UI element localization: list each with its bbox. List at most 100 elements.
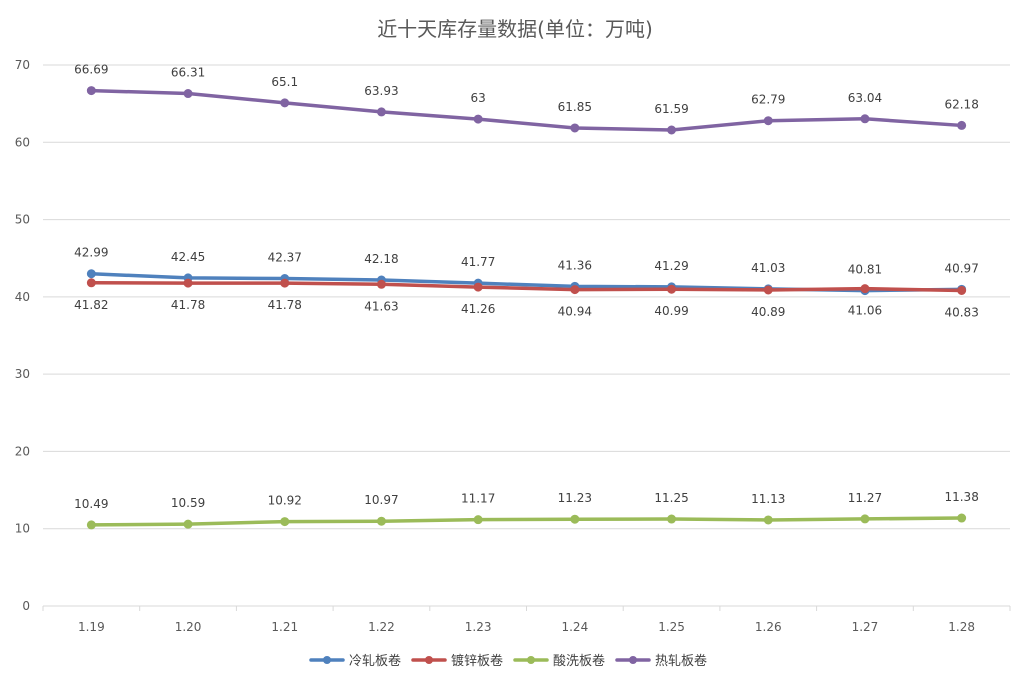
data-point [376,516,386,526]
legend-label: 热轧板卷 [655,653,707,669]
data-point [570,514,580,524]
data-point [860,114,870,124]
data-label: 63 [471,91,486,105]
data-label: 41.03 [751,261,785,275]
data-point [280,517,290,527]
data-point [667,284,677,294]
data-label: 42.18 [364,252,398,266]
data-label: 10.49 [74,497,108,511]
y-axis: 0 10 20 30 40 50 60 70 [15,58,30,613]
y-tick-label: 60 [15,135,30,149]
data-point [957,513,967,523]
data-labels: 42.99 42.45 42.37 42.18 41.77 41.36 41.29 41.03… [74,63,979,511]
grid [43,64,1010,607]
legend: 冷轧板卷 镀锌板卷 酸洗板卷 热轧板卷 [309,653,707,669]
data-point [183,89,193,99]
data-point [667,514,677,524]
data-label: 11.17 [461,492,495,506]
data-point [86,278,96,288]
data-label: 11.13 [751,492,785,506]
x-tick-label: 1.25 [658,620,685,634]
x-tick-label: 1.23 [465,620,492,634]
data-label: 41.77 [461,255,495,269]
data-label: 41.06 [848,304,882,318]
x-tick-label: 1.19 [78,620,105,634]
series-line [89,516,964,527]
chart-title: 近十天库存量数据(单位：万吨) [377,17,653,41]
data-point [376,279,386,289]
data-label: 61.59 [654,102,688,116]
data-label: 11.25 [654,491,688,505]
data-point [280,98,290,108]
x-tick-label: 1.27 [852,620,879,634]
legend-label: 镀锌板卷 [451,653,503,669]
data-label: 41.82 [74,298,108,312]
data-label: 41.26 [461,302,495,316]
data-point [957,120,967,130]
data-point [763,116,773,126]
y-tick-label: 50 [15,213,30,227]
data-label: 11.27 [848,491,882,505]
data-point [473,282,483,292]
data-label: 41.78 [268,298,302,312]
data-label: 41.29 [654,259,688,273]
data-label: 10.59 [171,496,205,510]
data-point [570,285,580,295]
data-point [86,520,96,530]
x-tick-label: 1.28 [948,620,975,634]
legend-marker [527,656,535,664]
y-tick-label: 70 [15,58,30,72]
data-point [763,285,773,295]
data-label: 42.99 [74,246,108,260]
data-point [667,125,677,135]
data-label: 62.18 [944,97,978,111]
series-group [86,86,967,530]
data-label: 40.97 [944,261,978,275]
data-point [763,515,773,525]
data-label: 65.1 [271,75,298,89]
series-line [89,88,964,132]
data-point [86,86,96,96]
data-label: 42.37 [268,251,302,265]
y-tick-label: 10 [15,522,30,536]
data-label: 40.94 [558,305,592,319]
data-label: 40.89 [751,305,785,319]
x-tick-label: 1.26 [755,620,782,634]
legend-label: 冷轧板卷 [349,653,401,669]
data-point [280,278,290,288]
y-tick-label: 20 [15,444,30,458]
data-label: 66.69 [74,63,108,77]
data-label: 41.78 [171,298,205,312]
x-tick-label: 1.24 [561,620,588,634]
data-label: 61.85 [558,100,592,114]
data-point [957,285,967,295]
x-tick-label: 1.21 [271,620,298,634]
data-label: 40.81 [848,263,882,277]
data-label: 10.92 [268,494,302,508]
data-label: 11.23 [558,491,592,505]
y-tick-label: 0 [22,599,30,613]
data-label: 42.45 [171,250,205,264]
data-point [860,514,870,524]
x-axis: 1.19 1.20 1.21 1.22 1.23 1.24 1.25 1.26 1.27 1.28 [42,606,1011,634]
legend-marker [425,656,433,664]
data-label: 66.31 [171,66,205,80]
legend-marker [629,656,637,664]
data-point [473,515,483,525]
data-label: 41.63 [364,299,398,313]
legend-label: 酸洗板卷 [553,653,605,669]
data-point [860,284,870,294]
data-point [473,114,483,124]
data-point [86,269,96,279]
data-label: 10.97 [364,493,398,507]
legend-marker [323,656,331,664]
x-tick-label: 1.20 [175,620,202,634]
data-label: 11.38 [944,490,978,504]
data-label: 62.79 [751,93,785,107]
data-label: 63.93 [364,84,398,98]
data-label: 41.36 [558,258,592,272]
data-point [183,519,193,529]
data-point [376,107,386,117]
